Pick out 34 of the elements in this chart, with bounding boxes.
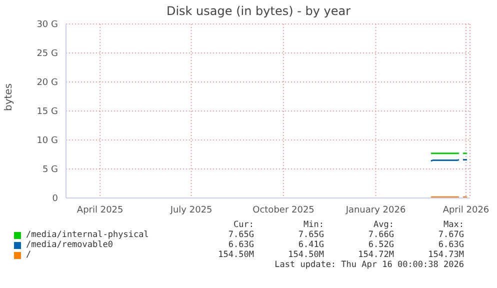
text: Avg: — [372, 220, 394, 230]
y-tick-label: 20 G — [36, 78, 58, 88]
x-tick-label: April 2026 — [442, 205, 490, 216]
legend-label: / — [25, 250, 32, 260]
text: 154.72M — [357, 250, 394, 260]
text: 7.67G — [437, 230, 464, 240]
y-tick-label: 15 G — [36, 107, 58, 118]
x-tick-label: October 2025 — [252, 205, 314, 216]
text: Last update: Thu Apr 16 00:00:38 2026 — [274, 260, 464, 270]
text: 7.66G — [367, 230, 394, 240]
text: 6.52G — [367, 240, 394, 250]
text: Cur: — [232, 220, 254, 230]
text: 7.65G — [297, 230, 324, 240]
y-tick-label: 30 G — [36, 20, 58, 30]
text: 154.50M — [287, 250, 324, 260]
y-tick-label: 25 G — [36, 49, 58, 60]
text: 6.63G — [437, 240, 464, 250]
text: Max: — [442, 220, 464, 230]
x-tick-label: April 2025 — [76, 205, 124, 216]
legend-label: /media/removable0 — [25, 240, 114, 250]
y-tick-label: 5 G — [42, 165, 58, 176]
text: 6.41G — [297, 240, 324, 250]
y-tick-label: 0 — [52, 194, 58, 204]
chart-title: Disk usage (in bytes) - by year — [165, 3, 352, 20]
y-tick-label: 10 G — [36, 136, 58, 146]
x-tick-label: July 2025 — [169, 205, 212, 216]
text: 154.73M — [427, 250, 464, 260]
text: 154.50M — [217, 250, 254, 260]
legend-label: /media/internal-physical — [25, 230, 150, 240]
text: 7.65G — [227, 230, 254, 240]
x-tick-label: January 2026 — [344, 205, 406, 216]
text: 6.63G — [227, 240, 254, 250]
y-axis-title: bytes — [4, 83, 15, 111]
text: Min: — [302, 220, 324, 230]
